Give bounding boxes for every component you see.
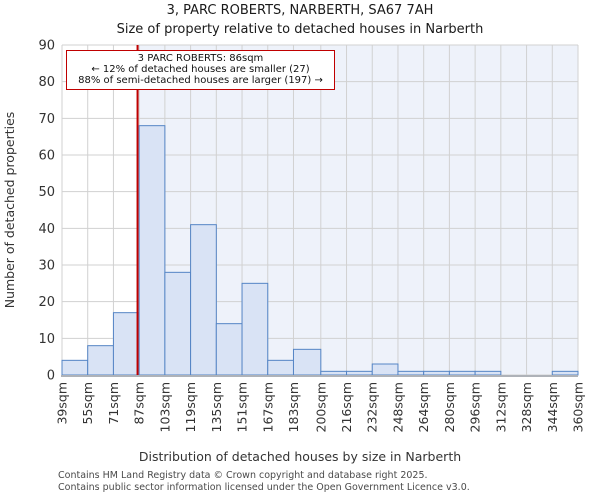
x-tick-label: 360sqm [571, 382, 586, 432]
x-axis-title: Distribution of detached houses by size … [139, 449, 461, 464]
x-tick-label: 39sqm [55, 382, 70, 425]
property-annotation-box: 3 PARC ROBERTS: 86sqm ← 12% of detached … [66, 50, 335, 90]
x-tick-label: 232sqm [365, 382, 380, 432]
histogram-bar [87, 345, 114, 376]
histogram-bar [164, 271, 192, 376]
page-subtitle: Size of property relative to detached ho… [116, 22, 484, 37]
attribution-line-1: Contains HM Land Registry data © Crown c… [58, 470, 428, 481]
annotation-property-size: 3 PARC ROBERTS: 86sqm [137, 53, 264, 64]
x-tick-label: 135sqm [209, 382, 224, 432]
y-tick-label: 90 [38, 39, 55, 54]
histogram-bar [241, 282, 269, 376]
page-title: 3, PARC ROBERTS, NARBERTH, SA67 7AH [166, 3, 434, 18]
x-tick-label: 296sqm [468, 382, 483, 432]
histogram-bar [346, 370, 373, 376]
histogram-bar [267, 359, 294, 376]
histogram-bar [215, 323, 243, 376]
histogram-bar [61, 359, 89, 376]
annotation-smaller-stat: ← 12% of detached houses are smaller (27… [91, 64, 310, 75]
x-tick-label: 183sqm [286, 382, 301, 432]
x-tick-label: 312sqm [493, 382, 508, 432]
x-tick-label: 71sqm [106, 382, 121, 425]
y-tick-label: 0 [47, 369, 55, 384]
attribution-footer: Contains HM Land Registry data © Crown c… [58, 470, 470, 493]
histogram-bar [320, 370, 348, 376]
x-tick-label: 280sqm [442, 382, 457, 432]
x-tick-label: 167sqm [260, 382, 275, 432]
x-tick-label: 119sqm [183, 382, 198, 432]
x-tick-label: 151sqm [235, 382, 250, 432]
y-tick-label: 20 [38, 295, 55, 310]
x-tick-label: 87sqm [132, 382, 147, 425]
y-tick-label: 80 [38, 75, 55, 90]
x-tick-label: 103sqm [157, 382, 172, 432]
y-tick-label: 10 [38, 332, 55, 347]
x-tick-label: 264sqm [416, 382, 431, 432]
histogram-bar [448, 370, 476, 376]
y-tick-label: 40 [38, 222, 55, 237]
histogram-bar [292, 348, 322, 376]
annotation-larger-stat: 88% of semi-detached houses are larger (… [78, 75, 323, 86]
histogram-bar [397, 370, 425, 376]
y-tick-label: 60 [38, 149, 55, 164]
histogram-bar [551, 370, 579, 376]
y-tick-label: 30 [38, 259, 55, 274]
x-tick-label: 248sqm [390, 382, 405, 432]
x-tick-label: 344sqm [545, 382, 560, 432]
x-tick-label: 328sqm [519, 382, 534, 432]
x-tick-label: 55sqm [80, 382, 95, 425]
histogram-bar [112, 312, 140, 376]
y-tick-label: 50 [38, 185, 55, 200]
histogram-bar [190, 224, 217, 376]
x-tick-label: 216sqm [339, 382, 354, 432]
y-axis-title: Number of detached properties [2, 112, 17, 309]
histogram-bar [423, 370, 450, 376]
y-tick-label: 70 [38, 112, 55, 127]
histogram-bar [138, 125, 166, 376]
histogram-bar [371, 363, 399, 376]
histogram-bar [474, 370, 502, 376]
x-tick-label: 200sqm [313, 382, 328, 432]
attribution-line-2: Contains public sector information licen… [58, 481, 470, 493]
